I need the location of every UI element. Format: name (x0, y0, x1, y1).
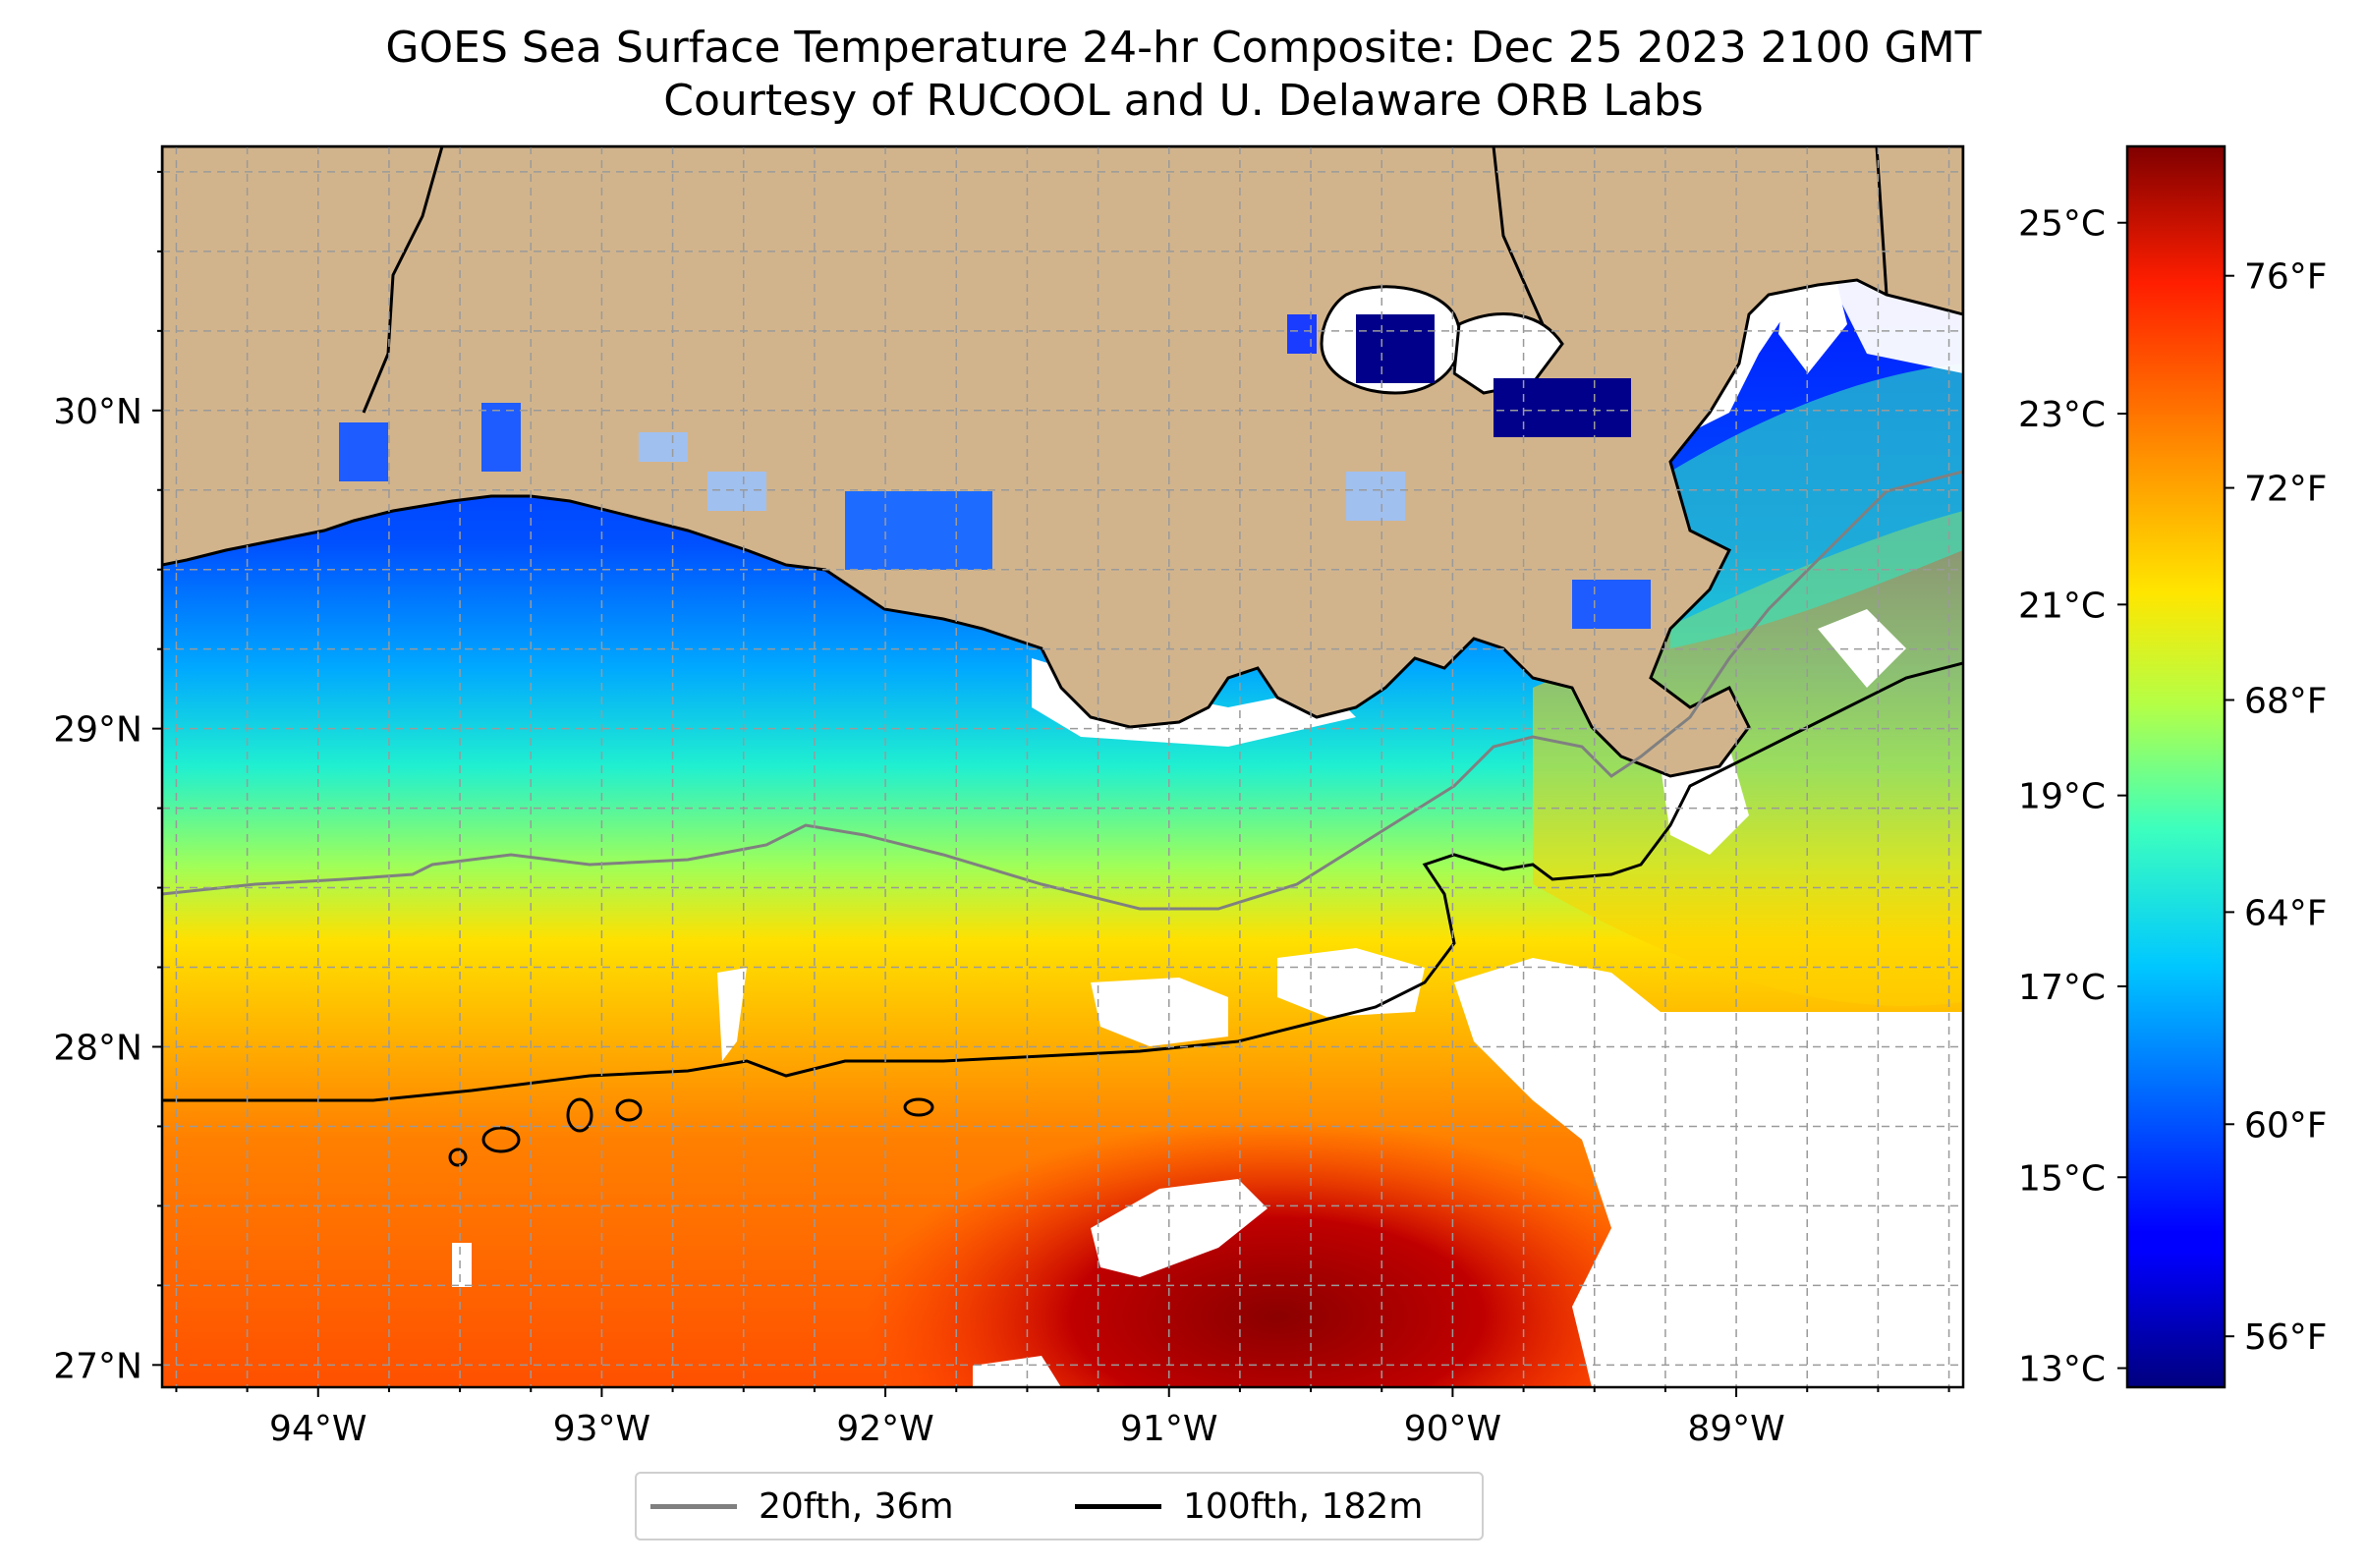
warm-core (865, 1120, 1690, 1387)
state-border-tx-la (362, 146, 444, 414)
contour-legend: 20fth, 36m 100fth, 182m (635, 1472, 1484, 1540)
cool-band-east (1670, 364, 1963, 648)
map-axis-ticks: 94°W 93°W 92°W 91°W 90°W 89°W 30°N 29°N 28°N 27°N (53, 170, 1950, 1449)
colorbar-celsius-label: 13°C (2018, 1350, 2106, 1390)
colorbar-celsius-label: 23°C (2018, 395, 2106, 435)
lon-tick-label: 93°W (553, 1409, 650, 1449)
lat-tick-label: 27°N (53, 1346, 142, 1386)
title-line-1: GOES Sea Surface Temperature 24-hr Compo… (385, 23, 1982, 73)
legend-item-20fth: 20fth, 36m (650, 1474, 954, 1539)
colorbar-celsius-label: 25°C (2018, 204, 2106, 245)
legend-label-100fth: 100fth, 182m (1183, 1485, 1424, 1527)
colorbar-celsius-label: 15°C (2018, 1158, 2106, 1199)
lon-tick-label: 94°W (269, 1409, 366, 1449)
colorbar-fahrenheit-label: 56°F (2244, 1317, 2328, 1358)
colorbar-fahrenheit-label: 76°F (2244, 257, 2328, 298)
cold-water-lake (1356, 314, 1435, 383)
cold-water-inlet (1287, 314, 1317, 354)
contour-20fth (162, 470, 1963, 911)
legend-swatch-100fth (1075, 1503, 1161, 1509)
colorbar-fahrenheit-label: 72°F (2244, 470, 2328, 510)
colorbar-celsius-label: 17°C (2018, 968, 2106, 1008)
cold-water-sound (1493, 378, 1631, 437)
map-frame (160, 144, 1965, 1389)
lon-tick-label: 91°W (1120, 1409, 1217, 1449)
colorbar-celsius-label: 21°C (2018, 586, 2106, 626)
state-border-ms-al (1875, 146, 1888, 296)
colorbar-fahrenheit-label: 68°F (2244, 681, 2328, 721)
lat-tick-label: 29°N (53, 710, 142, 751)
colorbar-gradient (2125, 144, 2226, 1389)
map-title: GOES Sea Surface Temperature 24-hr Compo… (0, 22, 2367, 128)
legend-swatch-20fth (650, 1503, 737, 1509)
map-panel (162, 146, 1963, 1387)
contour-100fth-banks (448, 1097, 934, 1167)
gridlines (162, 146, 1963, 1387)
lat-tick-label: 28°N (53, 1028, 142, 1068)
lon-tick-label: 90°W (1404, 1409, 1501, 1449)
inland-water-patches (339, 403, 1651, 629)
title-line-2: Courtesy of RUCOOL and U. Delaware ORB L… (663, 76, 1704, 126)
colorbar-ticks: 13°C 15°C 17°C 19°C 21°C 23°C 25°C 56°F 60°F 64°F… (2018, 204, 2327, 1390)
colorbar-celsius-label: 19°C (2018, 777, 2106, 817)
legend-label-20fth: 20fth, 36m (759, 1485, 954, 1527)
colorbar-fahrenheit-label: 64°F (2244, 893, 2328, 933)
land-mass (162, 146, 1963, 778)
lon-tick-label: 92°W (836, 1409, 933, 1449)
state-border-la-ms (1492, 146, 1545, 325)
lon-tick-label: 89°W (1687, 1409, 1784, 1449)
colorbar-fahrenheit-label: 60°F (2244, 1105, 2328, 1146)
contour-100fth (162, 661, 1963, 1102)
lat-tick-label: 30°N (53, 392, 142, 432)
legend-item-100fth: 100fth, 182m (1075, 1474, 1423, 1539)
